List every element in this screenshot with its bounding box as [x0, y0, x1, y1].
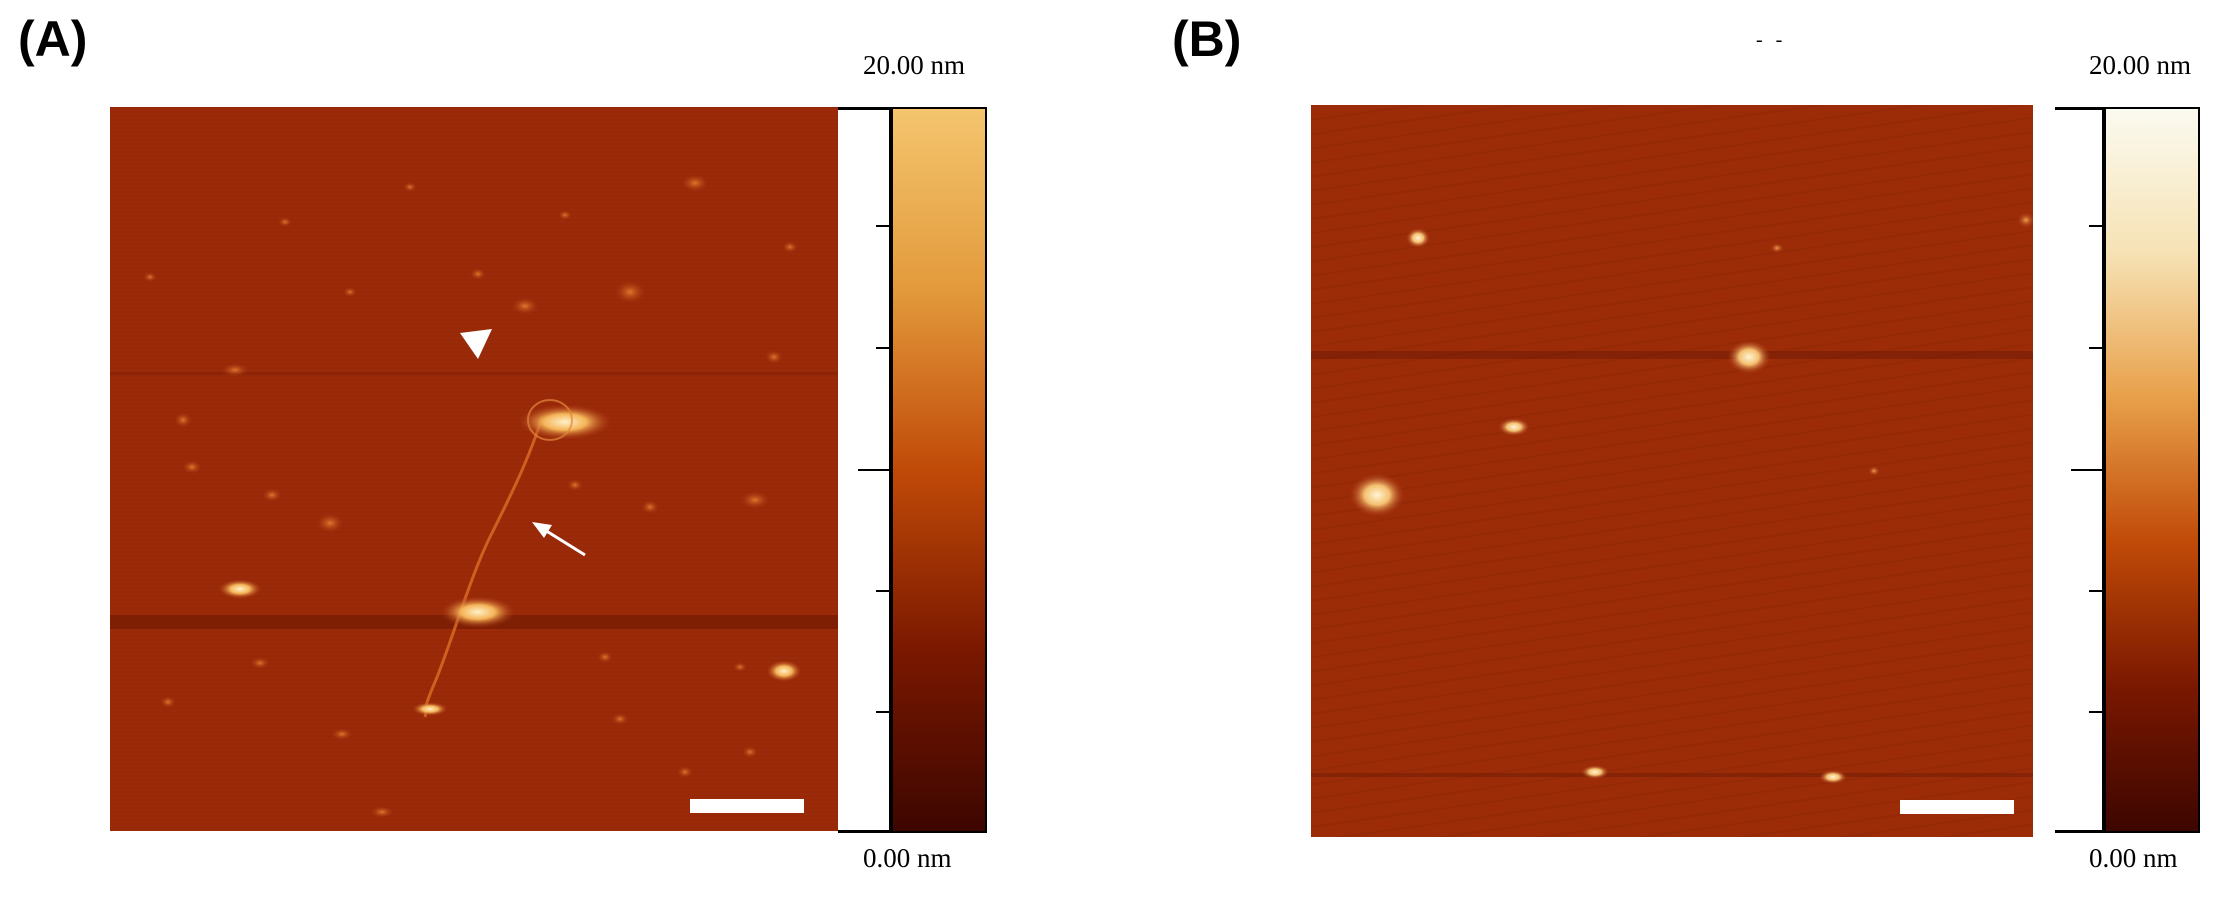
panel-a-colorbar — [838, 107, 988, 833]
panel-b-afm-image — [1311, 105, 2033, 837]
panel-b-label: (B) — [1172, 11, 1242, 67]
panel-a-colorbar-tick-frame — [838, 107, 892, 833]
arrowhead-annotation-icon — [460, 329, 492, 359]
panel-a-colorbar-tick — [876, 347, 890, 349]
panel-b-colorbar-tick — [2089, 347, 2103, 349]
panel-b-top-marks: - - — [1756, 29, 1787, 51]
panel-b-colorbar-tick — [2089, 711, 2103, 713]
panel-b-colorbar-min-label: 0.00 nm — [2089, 843, 2178, 873]
panel-b-colorbar-tick — [2071, 469, 2103, 471]
panel-a-colorbar-min-label: 0.00 nm — [863, 843, 952, 873]
panel-b-colorbar-tick-frame — [2055, 107, 2105, 833]
panel-a-scale-bar — [690, 799, 804, 813]
panel-a-colorbar-max-label: 20.00 nm — [863, 50, 966, 80]
panel-a-label: (A) — [18, 11, 88, 67]
panel-b-colorbar-max-label: 20.00 nm — [2089, 50, 2192, 80]
panel-b-colorbar-gradient — [2104, 107, 2200, 833]
panel-a-colorbar-tick — [876, 590, 890, 592]
panel-a-colorbar-tick — [858, 469, 890, 471]
panel-b-colorbar-tick — [2089, 225, 2103, 227]
arrow-annotation-icon — [532, 522, 586, 557]
panel-a-colorbar-tick — [876, 711, 890, 713]
panel-b-colorbar — [2055, 107, 2205, 833]
panel-a-colorbar-tick — [876, 225, 890, 227]
panel-a-colorbar-gradient — [891, 107, 987, 833]
panel-a-afm-image — [110, 107, 838, 831]
panel-b-scale-bar — [1900, 800, 2014, 814]
panel-b-colorbar-tick — [2089, 590, 2103, 592]
